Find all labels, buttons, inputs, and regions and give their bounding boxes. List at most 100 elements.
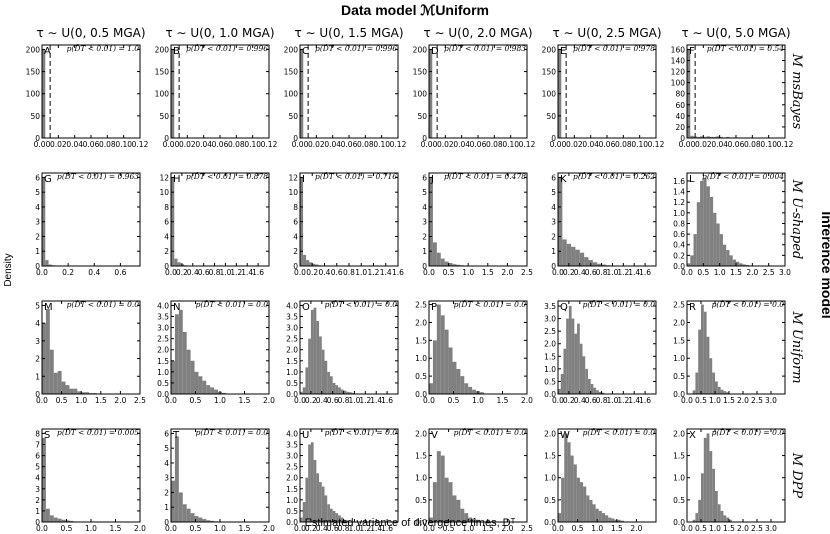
histogram-bar	[202, 519, 207, 522]
histogram-bar	[614, 519, 618, 522]
probability-annotation: p(D̂T < 0.01) = 0.996	[315, 44, 397, 53]
histogram-bar	[739, 263, 743, 266]
x-tick-label: 2.0	[263, 396, 275, 405]
histogram-bar	[701, 304, 704, 394]
y-tick-label: 1.0	[157, 368, 169, 377]
histogram-bar	[302, 387, 306, 394]
x-tick-label: 0.10	[115, 140, 132, 149]
x-tick-label: 0.8	[596, 268, 608, 277]
histogram-bar	[178, 492, 183, 522]
histogram-bar	[464, 383, 469, 394]
histogram-bar	[306, 260, 310, 266]
axes-frame	[299, 44, 399, 139]
histogram-bar	[206, 520, 211, 522]
histogram-bar	[695, 372, 699, 394]
histogram-bar	[709, 136, 714, 138]
x-tick-label: 3.0	[779, 268, 791, 277]
y-tick-label: 1.5	[673, 452, 685, 461]
panel-b: 0.00 0.02 0.04 0.06 0.08 0.10 0.12 0 50 100 150 200…	[155, 44, 278, 149]
y-tick-label: 3.5	[157, 313, 169, 322]
y-tick-label: 6	[35, 173, 40, 182]
y-tick-label: 6	[551, 173, 556, 182]
panel-letter: I	[302, 174, 305, 185]
histogram-bar	[723, 391, 727, 394]
histogram-bar	[720, 510, 724, 522]
x-tick-label: 0.02	[179, 140, 196, 149]
histogram-bar	[332, 382, 336, 394]
y-tick-label: 200	[284, 45, 299, 54]
histogram-bar	[464, 513, 469, 522]
histogram-bar	[601, 392, 605, 394]
histogram-bar	[700, 180, 704, 266]
panel-letter: G	[44, 174, 52, 185]
histogram-bar	[736, 261, 740, 266]
y-tick-label: 0.0	[286, 518, 298, 527]
histogram-bar	[601, 264, 606, 266]
histogram-bar	[460, 376, 465, 394]
histogram-bar	[319, 336, 322, 394]
y-tick-label: 4	[164, 459, 169, 468]
x-tick-label: 0.00	[679, 140, 696, 149]
histogram-bar	[69, 388, 74, 394]
histogram-bar	[53, 372, 58, 394]
row-label: M msBayes	[789, 53, 804, 130]
histogram-bar	[171, 360, 175, 394]
y-tick-label: 100	[413, 90, 428, 99]
x-tick-label: 0.2	[306, 268, 318, 277]
histogram-bar	[313, 307, 317, 394]
y-tick-label: 1.5	[415, 452, 427, 461]
histogram-bar	[436, 451, 441, 522]
x-tick-label: 0.8	[209, 268, 221, 277]
histogram-bar	[716, 136, 720, 138]
x-tick-label: 1.0	[348, 524, 360, 533]
x-tick-label: 0.8	[338, 396, 350, 405]
histogram-bar	[479, 392, 484, 394]
histogram-bar	[171, 480, 175, 522]
axes-border	[41, 300, 141, 395]
x-tick-label: 0.0	[165, 396, 177, 405]
y-tick-label: 1.0	[415, 354, 427, 363]
column-header: τ ∼ U(0, 2.0 MGA)	[423, 26, 532, 40]
x-tick-label: 0.12	[648, 140, 665, 149]
x-tick-label: 1.5	[482, 268, 494, 277]
y-tick-label: 1.6	[673, 177, 685, 186]
x-tick-label: 1.5	[723, 396, 735, 405]
x-tick-label: 0.12	[390, 140, 407, 149]
histogram-bar	[717, 504, 721, 522]
x-tick-label: 0.12	[777, 140, 794, 149]
histogram-bar	[601, 513, 606, 522]
probability-annotation: p(D̂T < 0.01) = 0.0	[325, 300, 398, 309]
x-tick-label: 0.0	[294, 396, 306, 405]
x-tick-label: 1.5	[482, 524, 494, 533]
x-tick-label: 0.2	[563, 268, 575, 277]
histogram-bar	[452, 361, 457, 394]
x-tick-label: 1.4	[370, 524, 382, 533]
y-tick-label: 2	[422, 232, 427, 241]
x-tick-label: 0.5	[190, 524, 202, 533]
column-header: τ ∼ U(0, 1.5 MGA)	[294, 26, 403, 40]
y-tick-label: 2.5	[415, 301, 427, 310]
histogram-bar	[597, 263, 602, 266]
x-tick-label: 2.0	[746, 268, 758, 277]
panel-e: 0.00 0.02 0.04 0.06 0.08 0.10 0.12 0 50 100 150 200…	[542, 44, 665, 149]
y-tick-label: 0.6	[673, 230, 685, 239]
histogram-bar	[692, 390, 696, 394]
histogram-bar	[698, 329, 701, 394]
histogram-bar	[53, 517, 58, 522]
x-tick-label: 1.6	[381, 396, 393, 405]
histogram-bar	[198, 376, 203, 394]
x-tick-label: 1.0	[219, 268, 231, 277]
histogram-bar	[327, 504, 330, 522]
histogram-bar	[186, 508, 191, 522]
probability-annotation: p(D̂T < 0.01) = 0.978	[573, 44, 655, 53]
panel-o: 0.00.20.40.60.81.01.21.41.60.00.51.01.52…	[286, 300, 399, 405]
histogram-bar	[194, 516, 199, 522]
probability-annotation: p(D̂T < 0.01) = 0.0	[454, 300, 527, 309]
histogram-bar	[719, 136, 723, 138]
row-label: M U-shaped	[789, 179, 804, 260]
histogram-bar	[571, 318, 575, 394]
x-tick-label: 0.12	[261, 140, 278, 149]
histogram-bar	[703, 178, 707, 266]
